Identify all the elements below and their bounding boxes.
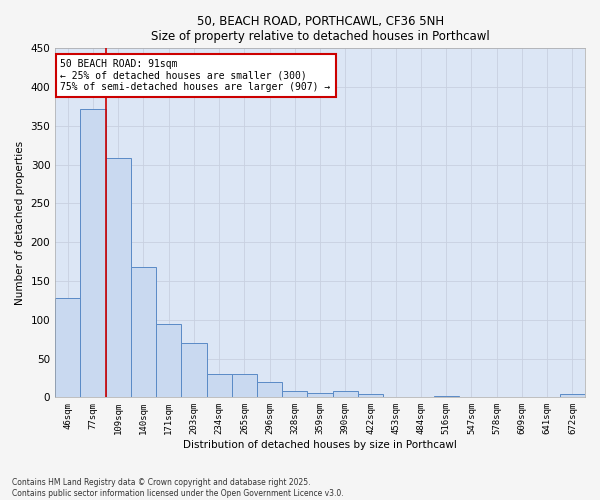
Bar [560, 394, 585, 398]
X-axis label: Distribution of detached houses by size in Porthcawl: Distribution of detached houses by size … [183, 440, 457, 450]
Bar [257, 382, 282, 398]
Text: Contains HM Land Registry data © Crown copyright and database right 2025.
Contai: Contains HM Land Registry data © Crown c… [12, 478, 344, 498]
Bar [80, 109, 106, 398]
Title: 50, BEACH ROAD, PORTHCAWL, CF36 5NH
Size of property relative to detached houses: 50, BEACH ROAD, PORTHCAWL, CF36 5NH Size… [151, 15, 490, 43]
Bar [181, 343, 206, 398]
Bar [358, 394, 383, 398]
Text: 50 BEACH ROAD: 91sqm
← 25% of detached houses are smaller (300)
75% of semi-deta: 50 BEACH ROAD: 91sqm ← 25% of detached h… [61, 59, 331, 92]
Bar [55, 298, 80, 398]
Bar [307, 392, 332, 398]
Y-axis label: Number of detached properties: Number of detached properties [15, 141, 25, 305]
Bar [282, 391, 307, 398]
Bar [434, 396, 459, 398]
Bar [131, 267, 156, 398]
Bar [232, 374, 257, 398]
Bar [332, 391, 358, 398]
Bar [106, 158, 131, 398]
Bar [156, 324, 181, 398]
Bar [206, 374, 232, 398]
